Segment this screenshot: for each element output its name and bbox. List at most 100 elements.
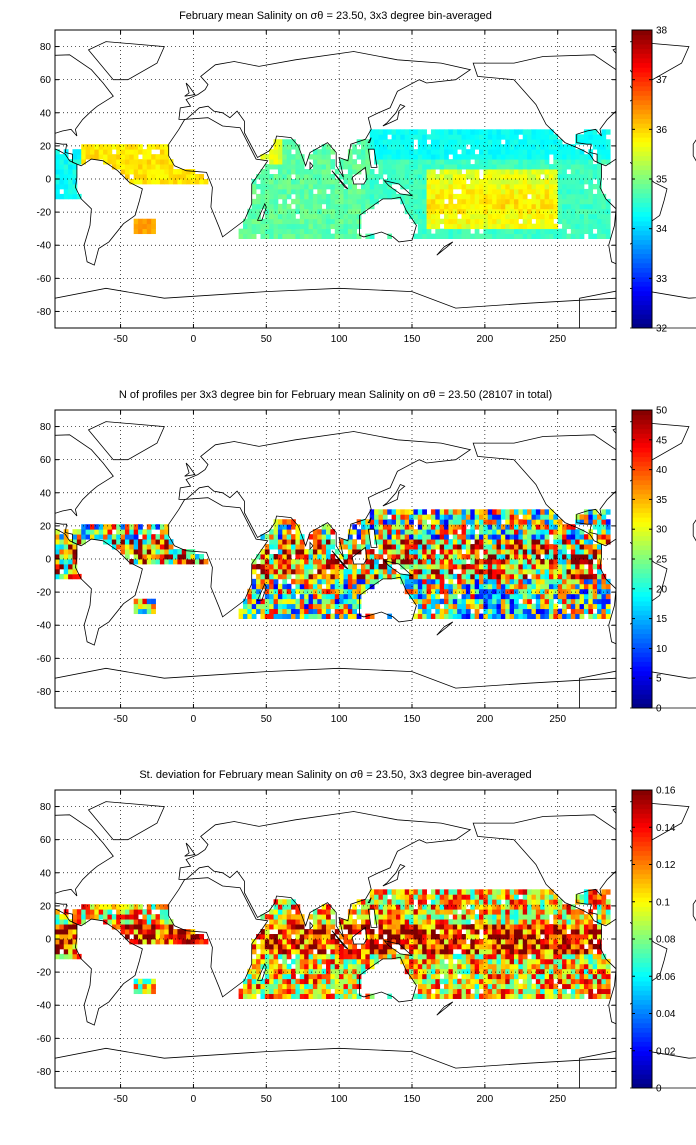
heatmap-bin [348, 969, 353, 974]
heatmap-bin [575, 979, 580, 984]
heatmap-bin [265, 924, 270, 929]
heatmap-bin [322, 524, 327, 529]
heatmap-bin [593, 209, 598, 214]
heatmap-bin [339, 234, 344, 239]
heatmap-bin [479, 984, 484, 989]
heatmap-bin [418, 994, 423, 999]
heatmap-bin [571, 174, 576, 179]
heatmap-bin [580, 204, 585, 209]
heatmap-bin [431, 184, 436, 189]
heatmap-bin [322, 144, 327, 149]
heatmap-bin [322, 189, 327, 194]
heatmap-bin [444, 214, 449, 219]
heatmap-bin [392, 514, 397, 519]
colorbar-segment [632, 452, 652, 457]
heatmap-bin [160, 164, 165, 169]
heatmap-bin [580, 559, 585, 564]
heatmap-bin [510, 549, 515, 554]
heatmap-bin [99, 154, 104, 159]
heatmap-bin [274, 209, 279, 214]
heatmap-bin [125, 154, 130, 159]
heatmap-bin [392, 549, 397, 554]
x-tick-label: 50 [261, 714, 273, 725]
heatmap-bin [523, 569, 528, 574]
heatmap-bin [260, 184, 265, 189]
heatmap-bin [309, 954, 314, 959]
heatmap-bin [396, 169, 401, 174]
heatmap-bin [479, 529, 484, 534]
heatmap-bin [352, 599, 357, 604]
heatmap-bin [304, 229, 309, 234]
heatmap-bin [488, 609, 493, 614]
heatmap-bin [365, 544, 370, 549]
heatmap-bin [558, 584, 563, 589]
heatmap-bin [295, 544, 300, 549]
heatmap-bin [378, 164, 383, 169]
heatmap-bin [588, 214, 593, 219]
heatmap-bin [173, 929, 178, 934]
colorbar-segment [632, 272, 652, 277]
heatmap-bin [344, 569, 349, 574]
heatmap-bin [138, 934, 143, 939]
heatmap-bin [514, 159, 519, 164]
mask-right [616, 408, 630, 710]
heatmap-bin [571, 979, 576, 984]
heatmap-bin [580, 544, 585, 549]
heatmap-bin [418, 519, 423, 524]
heatmap-bin [440, 514, 445, 519]
heatmap-bin [431, 534, 436, 539]
colorbar-segment [632, 689, 652, 694]
heatmap-bin [295, 194, 300, 199]
heatmap-bin [457, 179, 462, 184]
heatmap-bin [457, 954, 462, 959]
heatmap-bin [575, 564, 580, 569]
heatmap-bin [300, 984, 305, 989]
heatmap-bin [68, 949, 73, 954]
heatmap-bin [505, 974, 510, 979]
heatmap-bin [147, 544, 152, 549]
heatmap-bin [125, 539, 130, 544]
heatmap-bin [571, 209, 576, 214]
heatmap-bin [129, 929, 134, 934]
heatmap-bin [593, 204, 598, 209]
heatmap-bin [247, 604, 252, 609]
heatmap-bin [247, 594, 252, 599]
heatmap-bin [370, 184, 375, 189]
heatmap-bin [448, 519, 453, 524]
heatmap-bin [566, 159, 571, 164]
heatmap-bin [440, 534, 445, 539]
heatmap-bin [558, 969, 563, 974]
heatmap-bin [457, 184, 462, 189]
heatmap-bin [466, 164, 471, 169]
heatmap-bin [562, 549, 567, 554]
heatmap-bin [510, 564, 515, 569]
heatmap-bin [396, 129, 401, 134]
heatmap-bin [274, 979, 279, 984]
heatmap-bin [492, 154, 497, 159]
heatmap-bin [597, 184, 602, 189]
heatmap-bin [409, 529, 414, 534]
heatmap-bin [545, 554, 550, 559]
heatmap-bin [483, 129, 488, 134]
heatmap-bin [352, 549, 357, 554]
heatmap-bin [475, 234, 480, 239]
heatmap-bin [558, 174, 563, 179]
heatmap-bin [540, 574, 545, 579]
heatmap-bin [422, 604, 427, 609]
heatmap-bin [440, 529, 445, 534]
heatmap-bin [374, 184, 379, 189]
heatmap-bin [413, 569, 418, 574]
heatmap-bin [444, 234, 449, 239]
heatmap-bin [59, 549, 64, 554]
heatmap-bin [483, 204, 488, 209]
heatmap-bin [287, 919, 292, 924]
heatmap-bin [199, 939, 204, 944]
heatmap-bin [470, 574, 475, 579]
heatmap-bin [453, 554, 458, 559]
heatmap-bin [330, 569, 335, 574]
heatmap-bin [575, 574, 580, 579]
heatmap-bin [457, 544, 462, 549]
heatmap-bin [549, 989, 554, 994]
heatmap-bin [295, 184, 300, 189]
heatmap-bin [269, 559, 274, 564]
